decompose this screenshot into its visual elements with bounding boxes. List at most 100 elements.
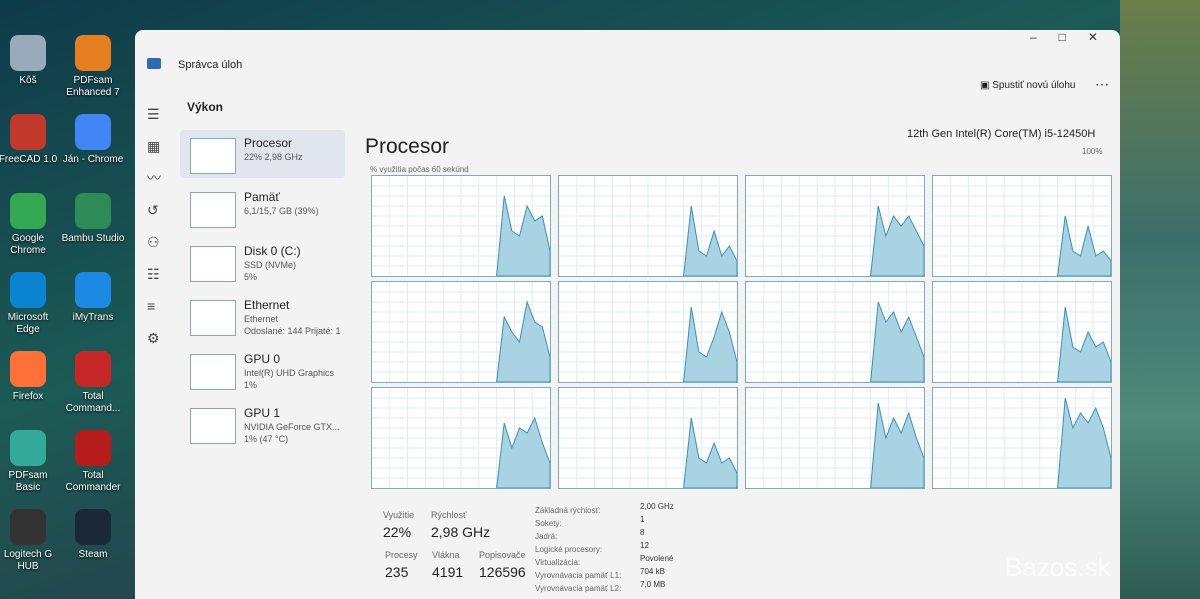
sidebar-name: GPU 0 — [244, 352, 281, 366]
icon-image — [10, 114, 46, 150]
usage-area — [870, 301, 925, 383]
desktop-icon[interactable]: Steam — [60, 509, 126, 561]
icon-label: Steam — [78, 549, 108, 560]
sidebar-item[interactable]: Disk 0 (C:) SSD (NVMe) 5% — [180, 238, 345, 286]
usage-area — [496, 300, 551, 383]
core-graph — [745, 175, 925, 277]
graph-max: 100% — [1082, 147, 1103, 156]
stat-value: 126596 — [479, 564, 526, 580]
icon-image — [10, 272, 46, 308]
detail-label: Logické procesory: — [535, 545, 603, 554]
icon-label: Kôš — [19, 75, 37, 86]
icon-image — [75, 35, 111, 71]
icon-image — [75, 351, 111, 387]
sidebar-item[interactable]: Ethernet Ethernet Odoslané: 144 Prijaté: 1 — [180, 292, 345, 340]
sidebar-name: Pamäť — [244, 190, 280, 204]
icon-image — [75, 430, 111, 466]
desktop-icon[interactable]: PDFsam Enhanced 7 — [60, 35, 126, 99]
sidebar-detail: NVIDIA GeForce GTX... — [244, 422, 340, 432]
sidebar-detail: Ethernet — [244, 314, 279, 324]
desktop-icon[interactable]: PDFsam Basic — [0, 430, 61, 494]
graph-svg — [372, 176, 551, 277]
desktop-background — [1120, 0, 1200, 599]
icon-image — [75, 114, 111, 150]
core-graph — [558, 175, 738, 277]
icon-image — [75, 193, 111, 229]
sidebar-name: Procesor — [244, 136, 293, 150]
detail-value: 12 — [640, 541, 649, 550]
usage-area — [683, 306, 738, 383]
nav-rail[interactable]: ☰ ▦ 〰 ↺ ⚇ ☷ ≡ ⚙ — [147, 106, 161, 346]
desktop-icon[interactable]: Total Commander — [60, 430, 126, 494]
stat: Popisovače 126596 — [479, 550, 526, 580]
stat-value: 2,98 GHz — [431, 524, 491, 540]
sidebar-item[interactable]: GPU 0 Intel(R) UHD Graphics 1% — [180, 346, 345, 394]
usage-area — [1057, 306, 1112, 383]
cpu-name: 12th Gen Intel(R) Core(TM) i5-12450H — [907, 128, 1096, 140]
watermark: Bazos.sk — [1005, 552, 1111, 582]
graph-svg — [559, 388, 738, 489]
desktop-icon[interactable]: Firefox — [0, 351, 61, 403]
stat: Procesy 235 — [385, 550, 418, 580]
usage-area — [1057, 397, 1112, 489]
graph-svg — [746, 176, 925, 277]
detail-value: 2,00 GHz — [640, 502, 674, 511]
sidebar-name: Disk 0 (C:) — [244, 244, 301, 258]
desktop-icon[interactable]: Ján - Chrome — [60, 114, 126, 166]
icon-image — [10, 509, 46, 545]
icon-image — [10, 193, 46, 229]
sidebar-item[interactable]: Pamäť 6,1/15,7 GB (39%) — [180, 184, 345, 232]
desktop-icon[interactable]: Logitech G HUB — [0, 509, 61, 573]
stat-value: 22% — [383, 524, 412, 540]
stat-label: Vlákna — [432, 550, 460, 560]
stat-label: Využitie — [383, 510, 415, 520]
core-graph — [371, 281, 551, 383]
sidebar-item[interactable]: GPU 1 NVIDIA GeForce GTX... 1% (47 °C) — [180, 400, 345, 448]
stat-label: Procesy — [385, 550, 418, 560]
desktop-icon[interactable]: FreeCAD 1.0 — [0, 114, 61, 166]
sidebar-thumbnail — [190, 300, 236, 336]
icon-label: iMyTrans — [72, 312, 114, 323]
core-graph — [932, 281, 1112, 383]
sidebar-name: Ethernet — [244, 298, 290, 312]
stat-value: 4191 — [432, 564, 464, 580]
icon-label: Microsoft Edge — [7, 312, 49, 335]
icon-label: FreeCAD 1.0 — [0, 154, 58, 165]
core-graph — [371, 387, 551, 489]
desktop-icon[interactable]: iMyTrans — [60, 272, 126, 324]
icon-label: Bambu Studio — [61, 233, 125, 244]
desktop-icon[interactable]: Total Command... — [60, 351, 126, 415]
sidebar-thumbnail — [190, 246, 236, 282]
graph-svg — [372, 282, 551, 383]
sidebar-detail: 1% (47 °C) — [244, 434, 289, 444]
desktop-icon[interactable]: Google Chrome — [0, 193, 61, 257]
graph-svg — [933, 176, 1112, 277]
detail-label: Základná rýchlosť: — [535, 506, 601, 515]
sidebar-detail: 22% 2,98 GHz — [244, 152, 303, 162]
stat: Vlákna 4191 — [432, 550, 463, 580]
sidebar-item[interactable]: Procesor 22% 2,98 GHz — [180, 130, 345, 178]
desktop-icon[interactable]: Microsoft Edge — [0, 272, 61, 336]
more-button[interactable]: ⋯ — [1095, 76, 1109, 92]
new-task-label: Spustiť novú úlohu — [992, 80, 1076, 91]
new-task-button[interactable]: ▣ Spustiť novú úlohu — [980, 80, 1076, 91]
icon-label: Total Commander — [65, 470, 121, 493]
detail-label: Vyrovnávacia pamäť L2: — [535, 584, 622, 593]
graph-svg — [933, 282, 1112, 383]
detail-value: Povolené — [640, 554, 674, 563]
core-graph — [371, 175, 551, 277]
sidebar-thumbnail — [190, 138, 236, 174]
stat-label: Popisovače — [479, 550, 526, 560]
desktop-icon[interactable]: Kôš — [0, 35, 61, 87]
graph-svg — [746, 282, 925, 383]
detail-label: Vyrovnávacia pamäť L1: — [535, 571, 622, 580]
icon-label: Ján - Chrome — [62, 154, 124, 165]
section-title: Výkon — [187, 100, 224, 114]
graph-svg — [933, 388, 1112, 489]
window-controls[interactable]: –□✕ — [1030, 30, 1120, 44]
sidebar-detail: SSD (NVMe) — [244, 260, 297, 270]
desktop-icon[interactable]: Bambu Studio — [60, 193, 126, 245]
graph-label: % využitia počas 60 sekúnd — [370, 165, 469, 174]
icon-label: Google Chrome — [10, 233, 46, 256]
